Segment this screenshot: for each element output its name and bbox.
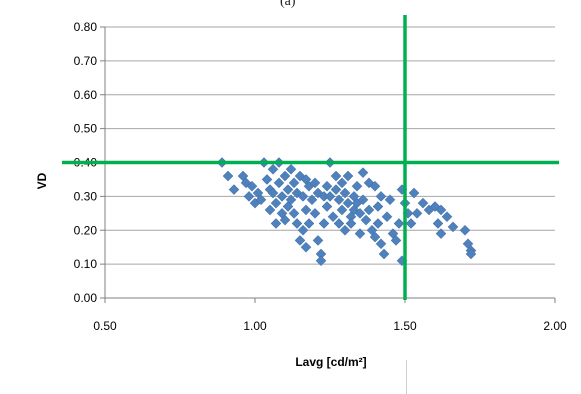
- data-point: [267, 163, 279, 175]
- data-point: [318, 218, 330, 229]
- y-tick-label: 0.20: [74, 223, 98, 237]
- data-point: [270, 218, 282, 229]
- data-point: [372, 218, 384, 229]
- data-point: [330, 170, 342, 182]
- x-tick-label: 1.00: [243, 319, 267, 333]
- data-point: [321, 201, 333, 212]
- data-point: [381, 211, 393, 223]
- data-point: [228, 184, 240, 195]
- data-point: [342, 170, 354, 182]
- data-point: [432, 218, 444, 229]
- data-point: [357, 194, 369, 206]
- data-point: [393, 218, 405, 229]
- x-axis-label: Lavg [cd/m²]: [295, 355, 366, 369]
- y-tick-label: 0.10: [74, 257, 98, 271]
- data-point: [375, 238, 387, 250]
- y-tick-label: 0.80: [74, 20, 98, 34]
- y-tick-label: 0.70: [74, 54, 98, 68]
- data-point: [246, 180, 258, 192]
- data-point: [345, 218, 357, 229]
- x-tick-label: 0.50: [93, 319, 117, 333]
- data-point: [390, 235, 402, 246]
- y-tick-label: 0.30: [74, 189, 98, 203]
- y-tick-label: 0.00: [74, 291, 98, 305]
- data-point: [441, 211, 453, 223]
- data-point: [291, 218, 303, 229]
- data-point: [309, 177, 321, 189]
- data-point: [297, 224, 309, 236]
- data-point: [363, 204, 375, 216]
- data-point: [435, 204, 447, 216]
- data-point: [330, 184, 342, 195]
- data-points: [216, 157, 477, 267]
- data-point: [282, 184, 294, 195]
- data-point: [285, 194, 297, 206]
- data-point: [294, 235, 306, 246]
- data-point: [279, 170, 291, 182]
- data-point: [435, 228, 447, 239]
- data-point: [276, 191, 288, 202]
- data-point: [333, 194, 345, 206]
- data-point: [309, 207, 321, 219]
- y-tick-label: 0.50: [74, 122, 98, 136]
- data-point: [357, 167, 369, 179]
- data-point: [261, 174, 273, 185]
- data-point: [303, 218, 315, 229]
- data-point: [336, 177, 348, 189]
- frame-edge: [406, 360, 407, 394]
- data-point: [288, 177, 300, 189]
- data-point: [378, 248, 390, 260]
- data-point: [321, 180, 333, 192]
- data-point: [288, 207, 300, 219]
- data-point: [354, 228, 366, 239]
- data-point: [384, 194, 396, 206]
- data-point: [324, 191, 336, 202]
- data-point: [306, 194, 318, 206]
- data-point: [297, 191, 309, 202]
- data-point: [315, 255, 327, 267]
- data-point: [312, 235, 324, 246]
- data-point: [372, 201, 384, 212]
- gridlines: [105, 26, 555, 265]
- data-point: [465, 248, 477, 260]
- data-point: [417, 197, 429, 209]
- data-point: [351, 180, 363, 192]
- data-point: [354, 207, 366, 219]
- data-point: [270, 197, 282, 209]
- data-point: [327, 211, 339, 223]
- data-point: [360, 214, 372, 226]
- data-point: [243, 191, 255, 202]
- data-point: [255, 194, 267, 206]
- x-tick-label: 1.50: [393, 319, 417, 333]
- data-point: [300, 204, 312, 216]
- data-point: [264, 204, 276, 216]
- data-point: [339, 187, 351, 199]
- data-point: [411, 207, 423, 219]
- data-point: [339, 224, 351, 236]
- data-point: [369, 231, 381, 243]
- data-point: [222, 170, 234, 182]
- data-point: [300, 241, 312, 253]
- data-point: [279, 214, 291, 226]
- data-point: [333, 218, 345, 229]
- reference-lines: [62, 15, 559, 300]
- x-tick-label: 2.00: [543, 319, 567, 333]
- data-point: [336, 204, 348, 216]
- x-tick-labels: 0.50 1.00 1.50 2.00: [93, 319, 567, 333]
- data-point: [408, 187, 420, 199]
- panel-label: (a): [280, 0, 296, 9]
- data-point: [285, 163, 297, 175]
- data-point: [405, 218, 417, 229]
- data-point: [342, 197, 354, 209]
- data-point: [273, 177, 285, 189]
- data-point: [369, 180, 381, 192]
- y-tick-label: 0.60: [74, 88, 98, 102]
- y-axis-label: VD: [35, 172, 49, 189]
- data-point: [459, 224, 471, 236]
- data-point: [267, 187, 279, 199]
- data-point: [447, 221, 459, 233]
- data-point: [375, 191, 387, 202]
